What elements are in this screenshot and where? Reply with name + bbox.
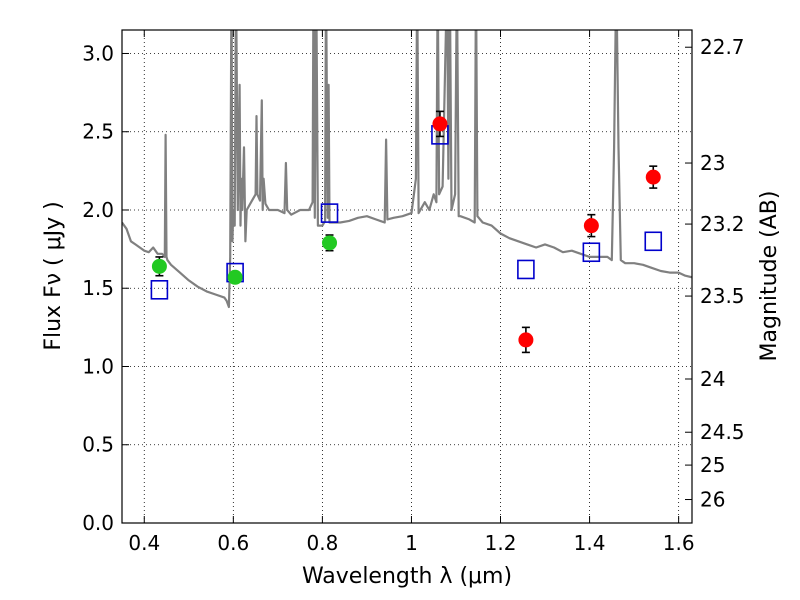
y2-tick-label: 23.2 bbox=[700, 212, 745, 236]
y2-axis-label: Magnitude (AB) bbox=[757, 191, 782, 362]
spectrum-line bbox=[122, 30, 692, 309]
y2-tick-label: 24.5 bbox=[700, 420, 745, 444]
optical-photometry-point bbox=[151, 258, 167, 274]
y-tick-label: 0.5 bbox=[82, 433, 114, 457]
y-tick-label: 3.0 bbox=[82, 41, 114, 65]
model-photometry-point bbox=[582, 242, 601, 263]
nir-photometry-point bbox=[432, 116, 448, 132]
plot-area bbox=[122, 30, 692, 354]
model-photometry-point bbox=[150, 280, 169, 300]
model-photometry-point bbox=[644, 231, 663, 252]
plot-background bbox=[122, 30, 692, 523]
x-axis-label: Wavelength λ (μm) bbox=[302, 564, 512, 589]
y2-tick-label: 23 bbox=[700, 151, 725, 175]
x-tick-label: 0.8 bbox=[306, 531, 338, 555]
model-photometry-point bbox=[517, 259, 535, 280]
axes: 0.4 0.6 0.8 1 1.2 1.4 1.6 0.0 0.5 1.0 1.5 2.0 2.5 3.0… bbox=[82, 30, 745, 555]
x-tick-label: 1.2 bbox=[485, 531, 517, 555]
x-tick-label: 0.4 bbox=[128, 531, 160, 555]
y-axis-label: Flux Fν ( μJy ) bbox=[41, 201, 66, 350]
y2-tick-label: 25 bbox=[700, 453, 725, 477]
y-tick-label: 1.0 bbox=[82, 354, 114, 378]
optical-photometry-point bbox=[322, 235, 338, 251]
y-tick-label: 2.0 bbox=[82, 198, 114, 222]
y2-tick-label: 22.7 bbox=[700, 35, 745, 59]
nir-photometry-point bbox=[645, 169, 661, 185]
x-tick-label: 1 bbox=[405, 531, 418, 555]
optical-photometry-point bbox=[227, 269, 243, 285]
x-tick-label: 1.6 bbox=[663, 531, 695, 555]
y2-tick-label: 23.5 bbox=[700, 284, 745, 308]
x-tick-label: 0.6 bbox=[217, 531, 249, 555]
series-group bbox=[122, 30, 692, 309]
x-tick-label: 1.4 bbox=[574, 531, 606, 555]
model-photometry-point bbox=[320, 203, 339, 223]
y2-tick-label: 24 bbox=[700, 367, 725, 391]
y2-tick-label: 26 bbox=[700, 488, 725, 512]
y-tick-label: 1.5 bbox=[82, 276, 114, 300]
plot-frame bbox=[121, 29, 693, 524]
y-tick-label: 0.0 bbox=[82, 511, 114, 535]
nir-photometry-point bbox=[518, 332, 534, 348]
y-tick-label: 2.5 bbox=[82, 120, 114, 144]
nir-photometry-point bbox=[583, 218, 599, 234]
